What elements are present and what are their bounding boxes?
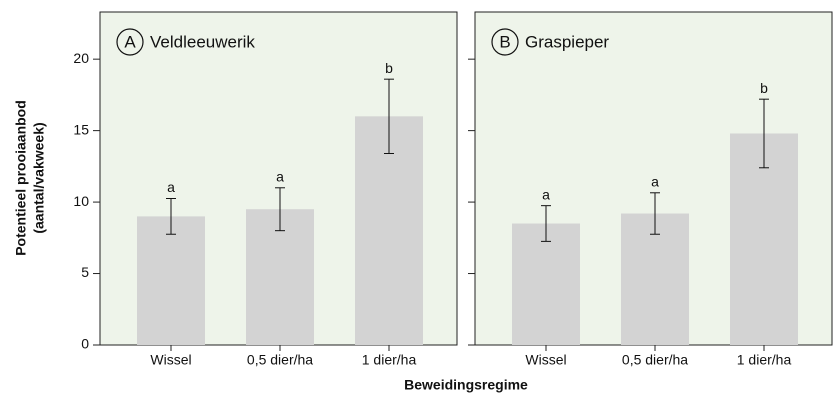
y-tick-label: 20 [73, 50, 89, 66]
significance-letter: a [167, 179, 175, 195]
x-tick-label: 0,5 dier/ha [622, 352, 688, 368]
error-bar [759, 98, 769, 169]
x-axis-label: Beweidingsregime [404, 377, 528, 393]
panel-title: Veldleeuwerik [150, 32, 255, 51]
x-tick-label: 1 dier/ha [362, 352, 417, 368]
error-bar [275, 187, 285, 232]
y-tick-label: 15 [73, 121, 89, 137]
y-axis-label: Potentieel prooiaanbod [13, 100, 29, 256]
bar [621, 213, 689, 345]
significance-letter: b [760, 80, 768, 96]
y-tick-label: 5 [81, 264, 89, 280]
error-bar [650, 192, 660, 235]
significance-letter: b [385, 60, 393, 76]
panel-letter: B [499, 32, 510, 51]
panel-badge [116, 28, 144, 56]
significance-letter: a [276, 168, 284, 184]
bar [137, 216, 205, 345]
x-tick-label: Wissel [150, 352, 191, 368]
significance-letter: a [542, 186, 550, 202]
y-tick-label: 0 [81, 336, 89, 352]
y-tick-label: 10 [73, 193, 89, 209]
error-bar [166, 198, 176, 235]
bar [355, 116, 423, 345]
x-tick-label: 1 dier/ha [737, 352, 792, 368]
panel-letter: A [124, 32, 136, 51]
error-bar [384, 78, 394, 154]
bar [246, 209, 314, 345]
error-bar [541, 205, 551, 242]
significance-letter: a [651, 173, 659, 189]
panel-title: Graspieper [525, 32, 609, 51]
bar [730, 133, 798, 345]
y-axis-label: (aantal/vakweek) [31, 122, 47, 233]
x-tick-label: Wissel [525, 352, 566, 368]
bar [512, 223, 580, 345]
panel-badge [491, 28, 519, 56]
x-tick-label: 0,5 dier/ha [247, 352, 313, 368]
